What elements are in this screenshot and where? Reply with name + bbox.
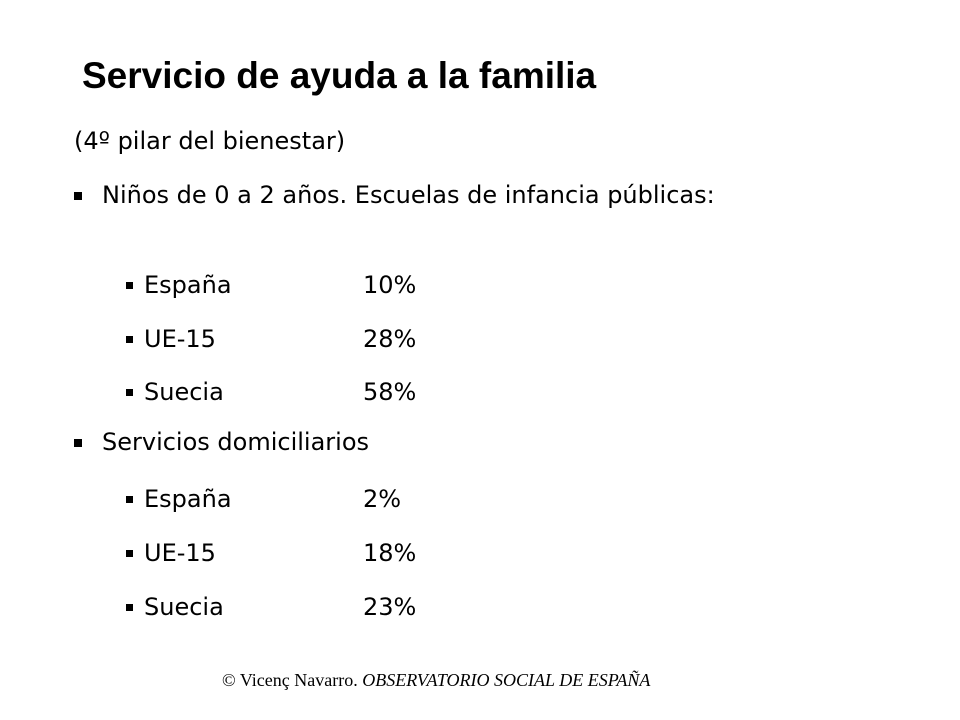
bullet-heading: Servicios domiciliarios — [102, 428, 370, 456]
square-bullet-icon — [126, 604, 133, 611]
slide-title: Servicio de ayuda a la familia — [82, 55, 597, 96]
slide-subtitle: (4º pilar del bienestar) — [74, 127, 346, 155]
percentage-value: 23% — [363, 593, 417, 621]
footer-organization: OBSERVATORIO SOCIAL DE ESPAÑA — [362, 670, 651, 690]
percentage-value: 18% — [363, 539, 417, 567]
country-label: España — [144, 271, 232, 299]
square-bullet-icon — [74, 192, 82, 200]
country-label: UE-15 — [144, 325, 216, 353]
bullet-heading: Niños de 0 a 2 años. Escuelas de infanci… — [102, 181, 715, 209]
percentage-value: 28% — [363, 325, 417, 353]
footer-author: © Vicenç Navarro. — [222, 670, 358, 690]
square-bullet-icon — [74, 439, 82, 447]
percentage-value: 58% — [363, 378, 417, 406]
square-bullet-icon — [126, 550, 133, 557]
percentage-value: 10% — [363, 271, 417, 299]
percentage-value: 2% — [363, 485, 402, 513]
country-label: Suecia — [144, 593, 224, 621]
slide-footer: © Vicenç Navarro. OBSERVATORIO SOCIAL DE… — [222, 668, 650, 692]
square-bullet-icon — [126, 282, 133, 289]
square-bullet-icon — [126, 496, 133, 503]
country-label: UE-15 — [144, 539, 216, 567]
country-label: España — [144, 485, 232, 513]
square-bullet-icon — [126, 389, 133, 396]
country-label: Suecia — [144, 378, 224, 406]
square-bullet-icon — [126, 336, 133, 343]
